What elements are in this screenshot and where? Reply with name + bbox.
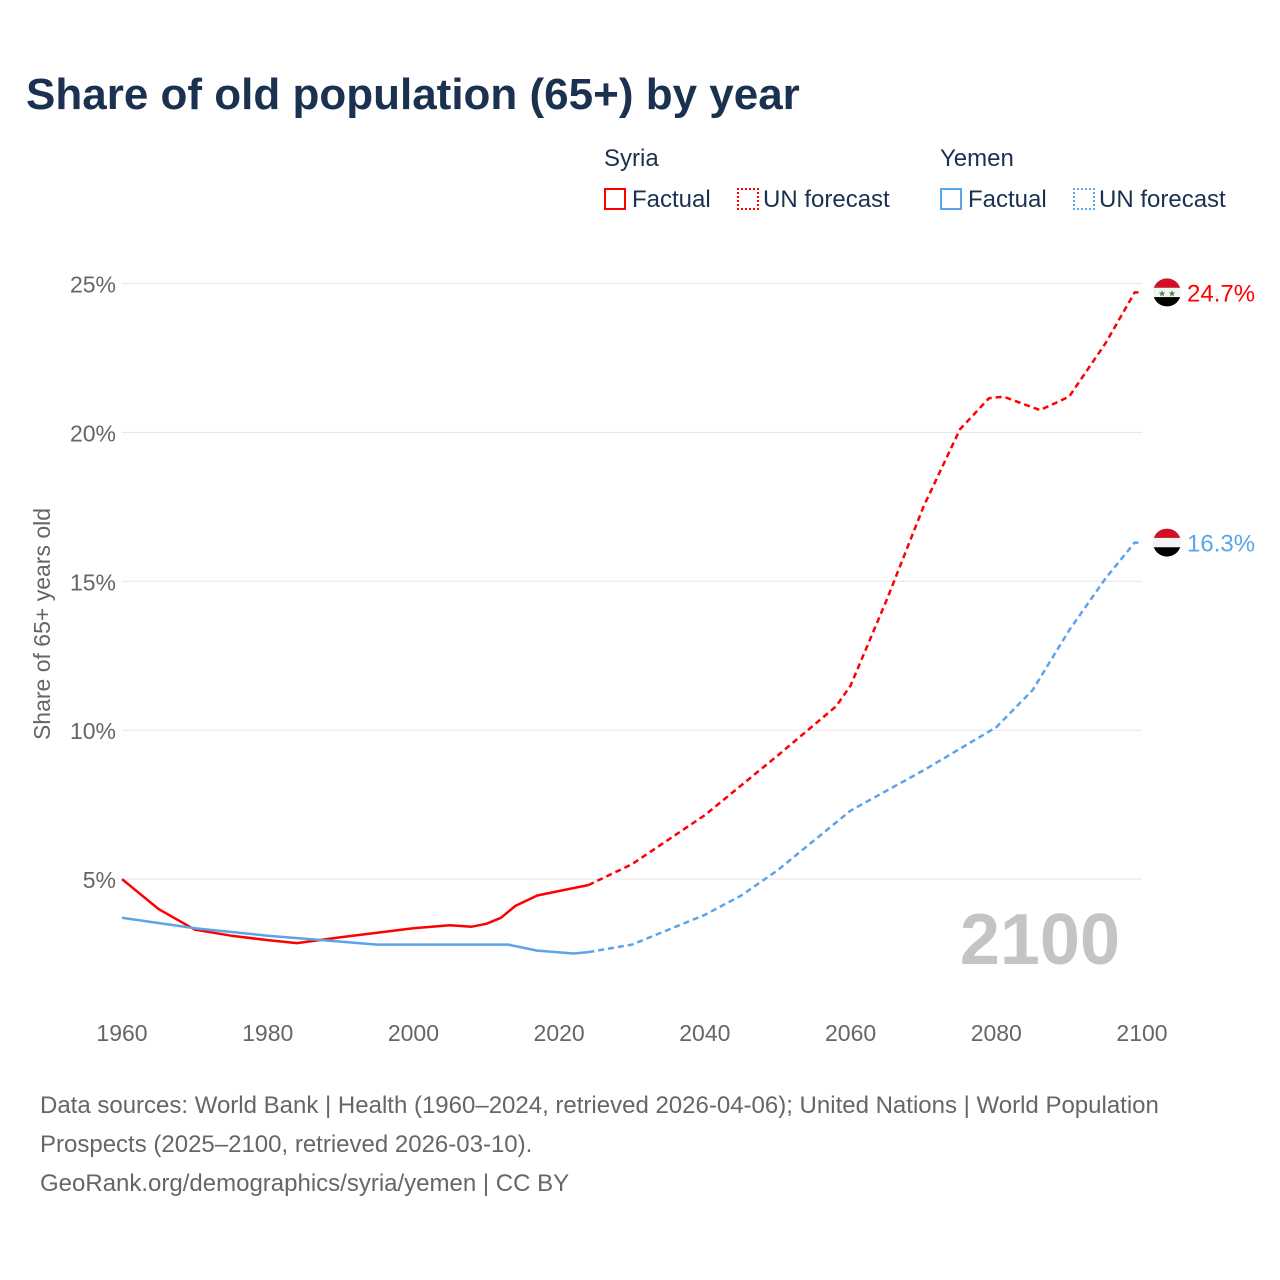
y-tick-label: 20% xyxy=(70,420,116,446)
star-icon: ★ xyxy=(1158,288,1166,298)
y-axis-label: Share of 65+ years old xyxy=(29,508,55,740)
legend-yemen-factual[interactable]: Factual xyxy=(940,186,1047,214)
end-value-label: 24.7% xyxy=(1187,280,1255,307)
series-line-syria-un-forecast xyxy=(587,291,1142,887)
legend-yemen-forecast[interactable]: UN forecast xyxy=(1073,186,1226,214)
x-tick-label: 2100 xyxy=(1116,1020,1167,1046)
x-tick-label: 1980 xyxy=(242,1020,293,1046)
y-tick-label: 15% xyxy=(70,569,116,595)
legend-label: Factual xyxy=(968,186,1047,213)
star-icon: ★ xyxy=(1168,288,1176,298)
source-link[interactable]: GeoRank.org/demographics/syria/yemen | C… xyxy=(40,1170,570,1197)
data-sources: Data sources: World Bank | Health (1960–… xyxy=(40,1092,1159,1158)
legend-label: Factual xyxy=(632,186,711,213)
x-tick-label: 2020 xyxy=(534,1020,585,1046)
legend-syria-forecast[interactable]: UN forecast xyxy=(737,186,890,214)
x-tick-label: 2040 xyxy=(679,1020,730,1046)
year-watermark: 2100 xyxy=(960,900,1120,980)
series-line-yemen-factual xyxy=(121,916,589,955)
x-tick-label: 2080 xyxy=(971,1020,1022,1046)
series-line-syria-factual xyxy=(121,878,589,945)
yemen-flag-icon xyxy=(1153,528,1181,557)
y-tick-label: 25% xyxy=(70,272,116,298)
footer: Data sources: World Bank | Health (1960–… xyxy=(40,1086,1180,1203)
syria-flag-icon xyxy=(1153,278,1181,307)
series-line-yemen-un-forecast xyxy=(588,541,1142,954)
x-tick-label: 1960 xyxy=(96,1020,147,1046)
legend-group-syria: Syria xyxy=(604,145,659,172)
y-tick-label: 10% xyxy=(70,718,116,744)
x-tick-label: 2000 xyxy=(388,1020,439,1046)
chart-title: Share of old population (65+) by year xyxy=(26,70,800,119)
legend-group-yemen: Yemen xyxy=(940,145,1014,172)
end-value-label: 16.3% xyxy=(1187,531,1255,558)
x-tick-label: 2060 xyxy=(825,1020,876,1046)
legend-label: UN forecast xyxy=(763,186,890,213)
legend-syria-factual[interactable]: Factual xyxy=(604,186,711,214)
y-tick-label: 5% xyxy=(83,867,116,893)
legend-label: UN forecast xyxy=(1099,186,1226,213)
